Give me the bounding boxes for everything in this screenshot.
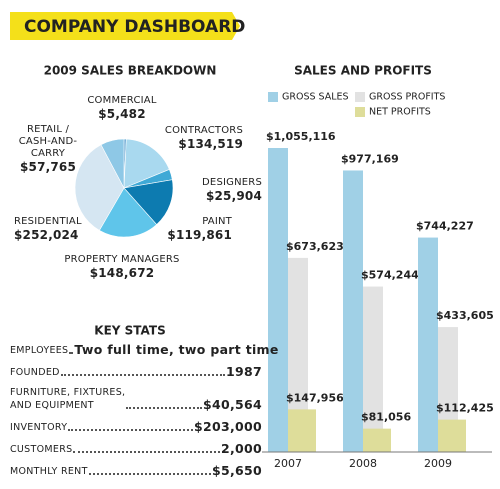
leader xyxy=(69,352,74,354)
legend-swatch xyxy=(355,92,365,102)
stat-label: FOUNDED xyxy=(10,367,60,378)
pie-slice xyxy=(98,187,158,238)
stat-label: FURNITURE, FIXTURES, AND EQUIPMENT xyxy=(10,387,126,411)
stat-value: Two full time, two part time xyxy=(74,342,279,357)
bar xyxy=(438,419,466,452)
x-tick-label: 2008 xyxy=(349,457,377,470)
bar-value-label: $744,227 xyxy=(416,220,474,233)
slice-value: $5,482 xyxy=(98,107,146,121)
slice-name: PAINT xyxy=(202,216,232,227)
slice-label: RESIDENTIAL $252,024 xyxy=(14,216,104,242)
slice-name: COMMERCIAL xyxy=(87,95,157,106)
bar-value-label: $574,244 xyxy=(361,269,419,282)
slice-name: CONTRACTORS xyxy=(164,125,243,136)
leader xyxy=(73,451,220,453)
bar xyxy=(363,428,391,452)
stat-value: 2,000 xyxy=(220,441,262,456)
bar-value-label: $433,605 xyxy=(436,309,494,322)
stat-row: INVENTORY $203,000 xyxy=(10,419,262,434)
stat-label: INVENTORY xyxy=(10,422,68,433)
slice-value: $119,861 xyxy=(167,228,232,242)
slice-name: PROPERTY MANAGERS xyxy=(64,254,180,265)
slice-label: DESIGNERS $25,904 xyxy=(162,177,262,203)
page-title: COMPANY DASHBOARD xyxy=(24,17,245,37)
bar xyxy=(418,237,438,452)
slice-value: $252,024 xyxy=(14,228,79,242)
slice-label: PROPERTY MANAGERS $148,672 xyxy=(52,254,192,280)
leader xyxy=(126,407,202,409)
bar-value-label: $112,425 xyxy=(436,402,494,415)
stat-row: EMPLOYEES Two full time, two part time xyxy=(10,342,278,357)
slice-label: PAINT $119,861 xyxy=(132,216,232,242)
chart-title: 2009 SALES BREAKDOWN xyxy=(44,64,217,78)
legend-label: GROSS SALES xyxy=(282,92,349,103)
pie-slice xyxy=(74,144,125,231)
stat-row: MONTHLY RENT $5,650 xyxy=(10,463,262,478)
slice-label: CONTRACTORS $134,519 xyxy=(143,125,243,151)
bar xyxy=(288,409,316,452)
bar-value-label: $1,055,116 xyxy=(266,130,336,143)
bar-value-label: $81,056 xyxy=(361,411,411,424)
slice-name: RESIDENTIAL xyxy=(14,216,82,227)
bar-value-label: $977,169 xyxy=(341,152,399,165)
leader xyxy=(88,473,211,475)
stat-value: 1987 xyxy=(226,364,262,379)
bar-value-label: $147,956 xyxy=(286,391,344,404)
stats-title: KEY STATS xyxy=(94,324,165,338)
slice-value: $148,672 xyxy=(89,266,155,280)
stat-label: CUSTOMERS xyxy=(10,444,73,455)
chart-title: SALES AND PROFITS xyxy=(294,64,432,78)
legend-swatch xyxy=(268,92,278,102)
slice-value: $134,519 xyxy=(178,137,243,151)
stat-value: $40,564 xyxy=(202,397,262,412)
legend-label: GROSS PROFITS xyxy=(369,92,445,103)
leader xyxy=(60,374,225,376)
pie-slice xyxy=(123,138,170,189)
stat-row: CUSTOMERS 2,000 xyxy=(10,441,262,456)
bar-value-label: $673,623 xyxy=(286,240,344,253)
legend-swatch xyxy=(355,107,365,117)
title-banner xyxy=(10,12,240,40)
pie-slice xyxy=(123,179,174,225)
slice-value: $25,904 xyxy=(205,189,262,203)
bar xyxy=(363,286,383,452)
leader xyxy=(68,429,193,431)
stat-value: $203,000 xyxy=(193,419,262,434)
stat-row: FURNITURE, FIXTURES, AND EQUIPMENT $40,56… xyxy=(10,386,262,412)
key-stats: EMPLOYEES Two full time, two part time FOU… xyxy=(10,342,278,485)
stat-label: EMPLOYEES xyxy=(10,345,69,356)
x-tick-label: 2009 xyxy=(424,457,452,470)
slice-label: RETAIL / CASH-AND- CARRY $57,765 xyxy=(8,124,88,174)
slice-name: DESIGNERS xyxy=(202,177,262,188)
slice-value: $57,765 xyxy=(19,160,77,174)
stat-value: $5,650 xyxy=(211,463,262,478)
stat-label: MONTHLY RENT xyxy=(10,466,88,477)
bar xyxy=(288,257,308,452)
x-tick-label: 2007 xyxy=(274,457,302,470)
legend-label: NET PROFITS xyxy=(369,107,431,118)
slice-label: COMMERCIAL $5,482 xyxy=(72,95,172,121)
stat-row: FOUNDED 1987 xyxy=(10,364,262,379)
slice-name: RETAIL / CASH-AND- CARRY xyxy=(18,124,78,159)
pie-slice xyxy=(100,138,125,189)
bar xyxy=(268,148,288,452)
bar xyxy=(343,170,363,453)
